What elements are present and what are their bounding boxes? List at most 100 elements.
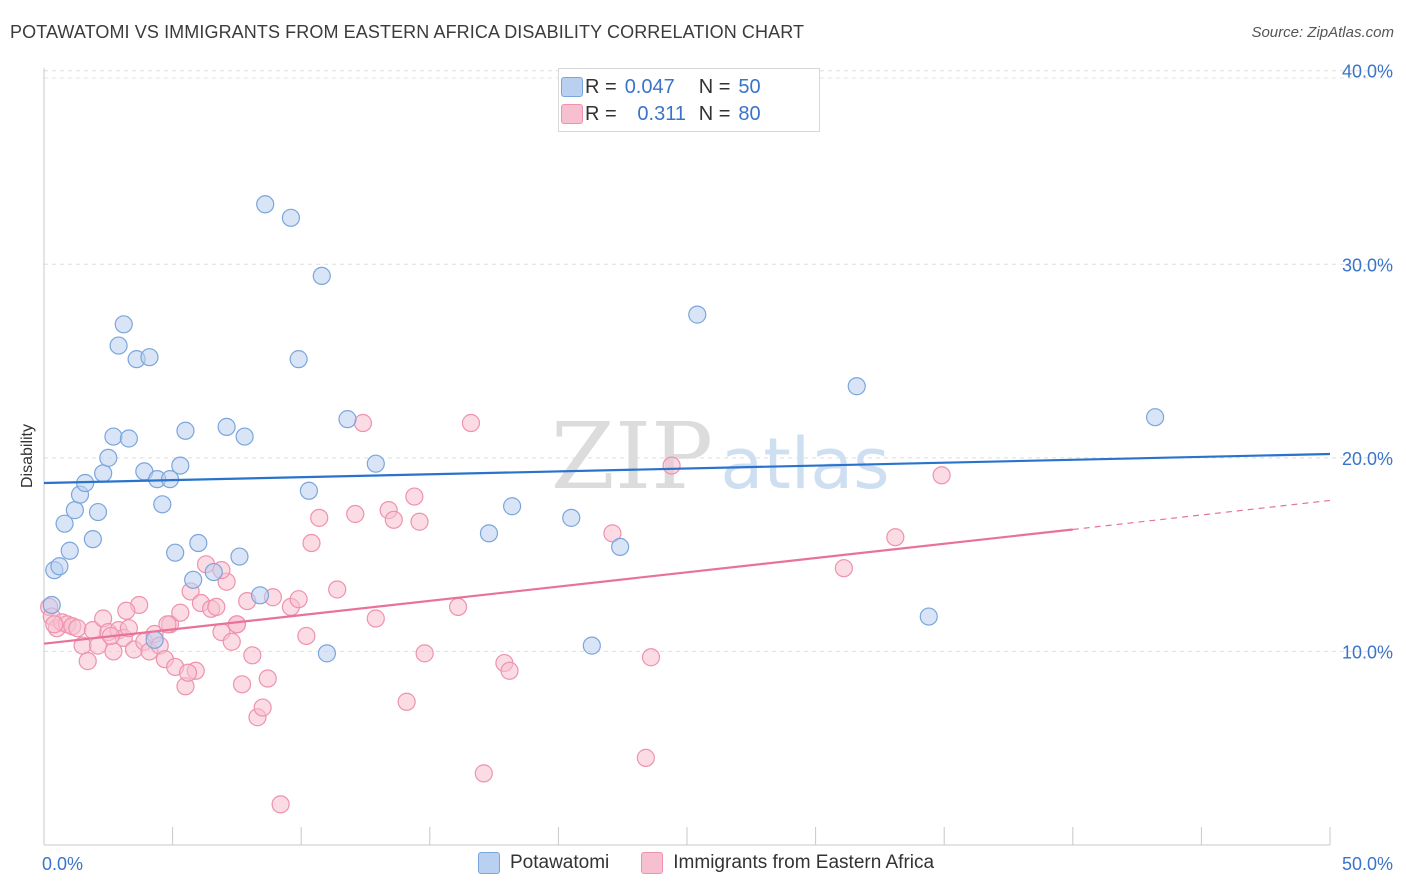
immigrants-point: [932, 466, 951, 485]
potawatomi-point: [88, 502, 108, 522]
immigrants-point: [500, 661, 519, 680]
legend-swatch-potawatomi: [478, 852, 500, 874]
potawatomi-point: [312, 266, 331, 285]
immigrants-point: [384, 510, 403, 529]
potawatomi-point: [189, 533, 208, 553]
chart-title: POTAWATOMI VS IMMIGRANTS FROM EASTERN AF…: [10, 22, 805, 42]
potawatomi-point: [230, 547, 249, 566]
immigrants-point: [886, 528, 905, 547]
y-tick-label: 10.0%: [1342, 642, 1393, 662]
potawatomi-point: [114, 315, 133, 334]
correlation-legend: R = 0.047 N = 50 R = 0.311 N = 80: [558, 68, 820, 132]
potawatomi-point: [140, 348, 159, 367]
potawatomi-point: [317, 644, 337, 663]
legend-n-label: N =: [698, 102, 731, 125]
immigrants-point: [353, 413, 373, 433]
immigrants-point: [207, 597, 226, 617]
immigrants-point: [222, 632, 241, 651]
legend-n-value: 80: [738, 102, 761, 125]
potawatomi-trend-line: [43, 452, 1331, 485]
potawatomi-point: [145, 630, 164, 649]
immigrants-point: [117, 601, 136, 620]
legend-row-immigrants: R = 0.311 N = 80: [561, 101, 761, 127]
legend-label-immigrants: Immigrants from Eastern Africa: [673, 852, 935, 873]
potawatomi-point: [847, 377, 866, 396]
legend-r-label: R =: [585, 102, 617, 125]
immigrants-point: [178, 663, 198, 682]
potawatomi-point: [60, 541, 79, 560]
immigrants-point: [328, 580, 347, 599]
immigrants-trend-extension: [1072, 499, 1331, 531]
immigrants-point: [834, 559, 853, 578]
potawatomi-point: [479, 524, 499, 543]
watermark-zip: ZIP: [551, 403, 713, 510]
potawatomi-point: [109, 336, 128, 355]
potawatomi-point: [42, 595, 61, 615]
potawatomi-point: [166, 543, 185, 562]
potawatomi-point: [55, 514, 74, 533]
immigrants-point: [297, 626, 316, 646]
y-tick-label: 40.0%: [1342, 62, 1393, 82]
legend-label-potawatomi: Potawatomi: [510, 852, 610, 873]
source-attribution: Source: ZipAtlas.com: [1251, 24, 1394, 41]
legend-swatch-potawatomi: [561, 77, 583, 97]
potawatomi-point: [204, 562, 223, 582]
legend-n-value: 50: [738, 75, 761, 98]
immigrants-point: [289, 590, 308, 609]
immigrants-point: [253, 698, 272, 717]
immigrants-point: [474, 764, 493, 783]
immigrants-point: [227, 615, 246, 634]
potawatomi-point: [919, 607, 938, 626]
immigrants-point: [68, 619, 87, 638]
immigrants-point: [662, 456, 681, 475]
potawatomi-point: [184, 570, 203, 589]
y-tick-label: 20.0%: [1342, 449, 1393, 469]
legend-swatch-immigrants: [641, 852, 664, 874]
legend-item-immigrants[interactable]: Immigrants from Eastern Africa: [641, 852, 934, 874]
series-immigrants-points: [40, 413, 951, 814]
x-tick-label: 50.0%: [1342, 854, 1393, 874]
y-tick-labels: 10.0% 20.0% 30.0% 40.0%: [1342, 62, 1393, 663]
immigrants-point: [310, 508, 329, 527]
potawatomi-point: [503, 497, 522, 516]
y-tick-label: 30.0%: [1342, 255, 1393, 275]
immigrants-point: [415, 644, 434, 663]
immigrants-point: [171, 603, 190, 622]
legend-item-potawatomi[interactable]: Potawatomi: [478, 852, 609, 874]
potawatomi-point: [83, 530, 102, 549]
immigrants-point: [461, 413, 481, 433]
potawatomi-point: [104, 427, 123, 446]
potawatomi-point: [171, 456, 190, 475]
x-tick-labels: 0.0% 50.0%: [42, 854, 1393, 874]
legend-swatch-immigrants: [561, 104, 583, 124]
potawatomi-point: [1146, 408, 1165, 427]
legend-r-label: R =: [585, 75, 617, 98]
potawatomi-point: [153, 495, 172, 514]
immigrants-point: [271, 795, 290, 814]
immigrants-point: [258, 669, 277, 688]
legend-row-potawatomi: R = 0.047 N = 50: [561, 74, 761, 100]
immigrants-point: [397, 692, 416, 711]
potawatomi-point: [99, 448, 118, 467]
potawatomi-point: [688, 305, 707, 324]
immigrants-trend-line: [43, 528, 1073, 645]
gridlines: [44, 70, 1390, 652]
trend-lines: [43, 452, 1331, 645]
potawatomi-point: [611, 537, 630, 557]
immigrants-point: [45, 615, 64, 634]
potawatomi-point: [94, 464, 113, 483]
potawatomi-point: [289, 350, 308, 369]
watermark: ZIP atlas: [551, 403, 890, 510]
potawatomi-point: [217, 417, 236, 436]
potawatomi-point: [176, 421, 195, 440]
legend-r-value: 0.047: [624, 75, 675, 98]
potawatomi-point: [250, 586, 270, 605]
potawatomi-point: [65, 501, 84, 520]
legend-n-label: N =: [698, 75, 731, 98]
potawatomi-point: [562, 508, 581, 527]
potawatomi-point: [299, 481, 319, 500]
immigrants-point: [119, 619, 138, 638]
immigrants-point: [366, 609, 385, 628]
immigrants-point: [603, 524, 622, 543]
